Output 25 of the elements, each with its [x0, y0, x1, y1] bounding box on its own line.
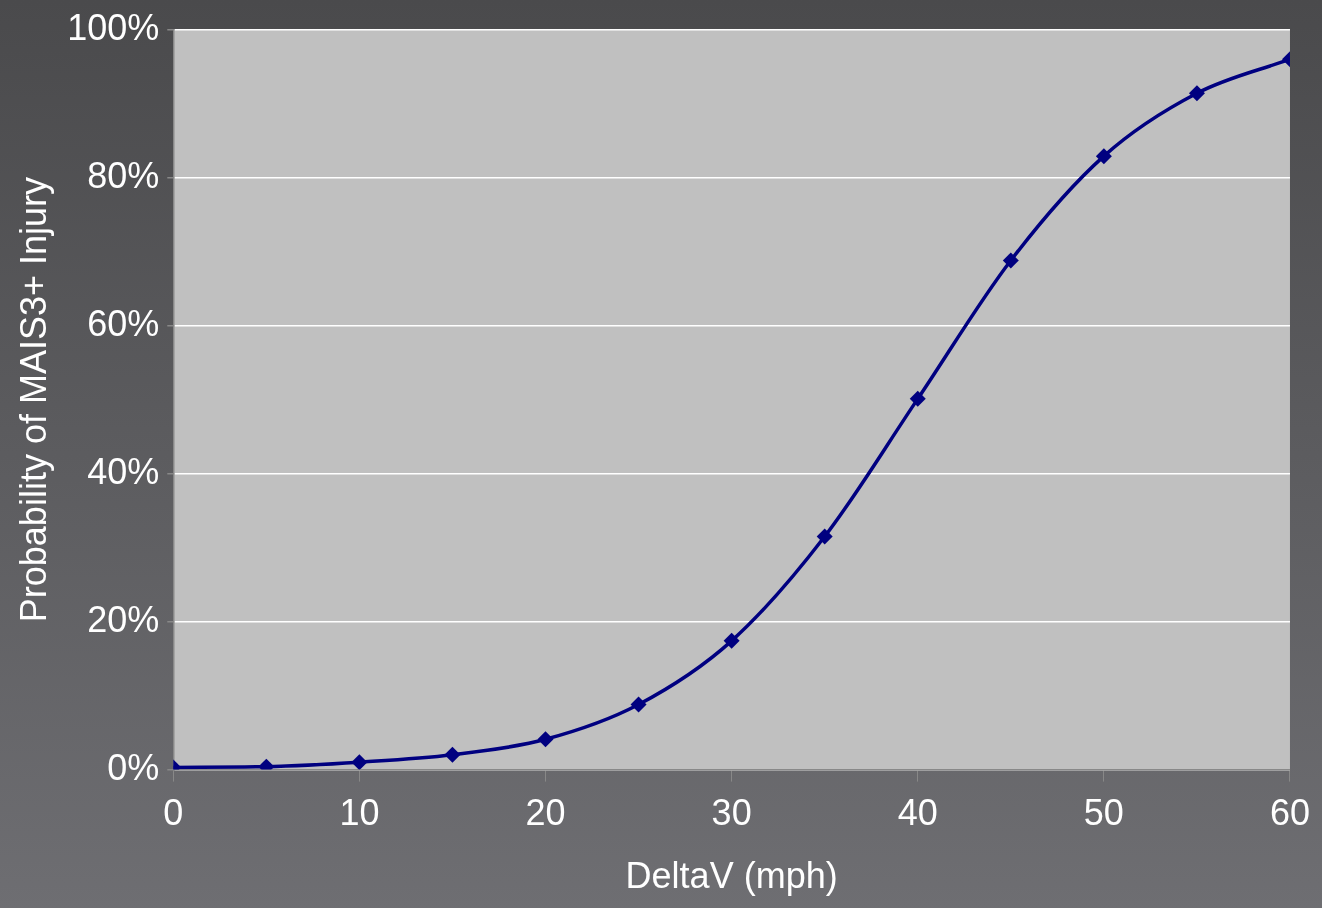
y-tick-label: 20%	[87, 598, 160, 640]
y-tick-label: 60%	[87, 302, 160, 344]
point	[816, 528, 833, 545]
y-axis-title: Probability of MAIS3+ Injury	[12, 177, 54, 623]
point	[723, 632, 740, 649]
point	[1002, 252, 1019, 269]
y-tick-label: 80%	[87, 154, 160, 196]
x-axis-title: DeltaV (mph)	[625, 855, 838, 897]
point	[444, 746, 461, 763]
x-tick-label: 10	[339, 792, 380, 834]
point	[537, 731, 554, 748]
point	[1095, 148, 1112, 165]
point	[909, 390, 926, 407]
x-tick-label: 50	[1083, 792, 1124, 834]
x-tick-label: 20	[525, 792, 566, 834]
x-tick-label: 60	[1269, 792, 1310, 834]
point	[1188, 85, 1205, 102]
point	[351, 754, 368, 770]
y-tick-label: 40%	[87, 450, 160, 492]
y-tick-label: 100%	[67, 6, 160, 48]
x-tick-label: 30	[711, 792, 752, 834]
point	[630, 696, 647, 713]
y-tick-label: 0%	[107, 746, 160, 788]
x-tick-label: 0	[163, 792, 184, 834]
x-tick-label: 40	[897, 792, 938, 834]
